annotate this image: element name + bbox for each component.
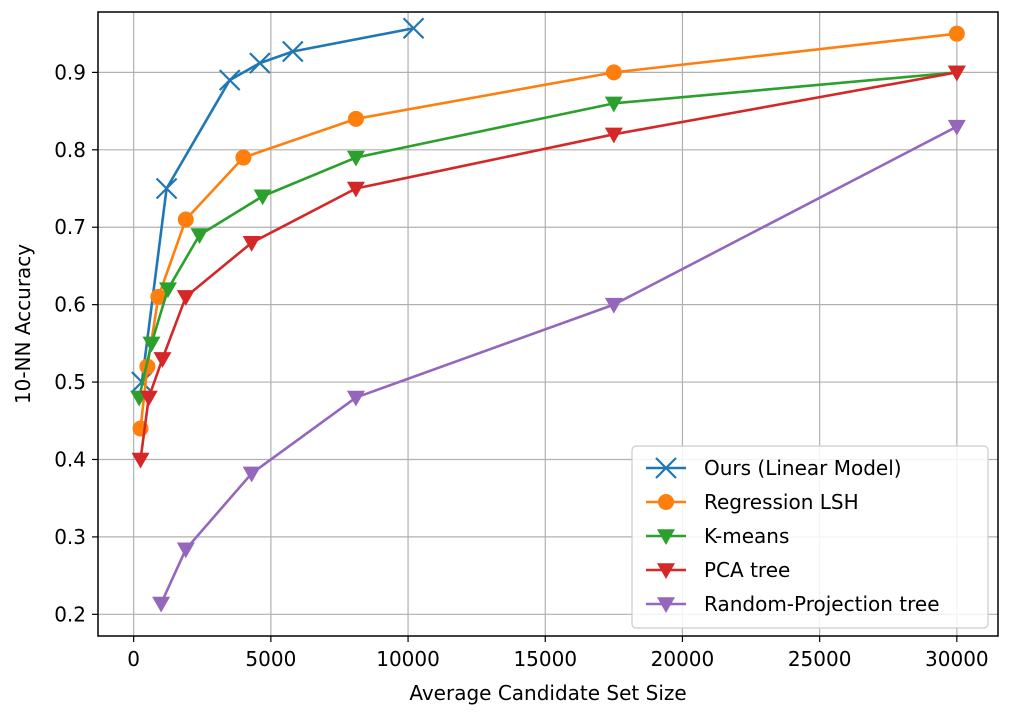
series-5: [152, 119, 966, 613]
y-tick-label: 0.4: [54, 447, 86, 471]
legend-item: K-means: [646, 524, 789, 548]
legend-item: Ours (Linear Model): [646, 456, 902, 480]
data-point: [282, 40, 304, 63]
data-point: [604, 96, 623, 113]
legend-marker: [657, 597, 675, 613]
data-point: [249, 52, 271, 74]
plot-frame: [97, 11, 999, 637]
series-2: [132, 25, 965, 437]
legend-box: [631, 445, 989, 629]
data-point: [242, 466, 261, 483]
x-tick-label: 25000: [788, 647, 852, 671]
data-point: [347, 110, 364, 127]
legend-marker: [655, 457, 677, 479]
data-point: [346, 181, 365, 198]
legend-label: Ours (Linear Model): [704, 456, 902, 480]
y-tick-label: 0.8: [54, 138, 86, 162]
y-tick-label: 0.3: [54, 525, 86, 549]
ticks: 0 5000 10000 15000 20000 25000 30000 0.2 0.3 0.4 0…: [54, 60, 988, 671]
data-point: [947, 65, 966, 82]
legend-item: Regression LSH: [646, 490, 859, 514]
series-layer: [130, 17, 966, 613]
legend-item: PCA tree: [646, 558, 790, 582]
legend-label: Random-Projection tree: [704, 592, 940, 616]
legend: Ours (Linear Model) Regression LSH K-means…: [631, 445, 989, 629]
legend-label: K-means: [704, 524, 789, 548]
y-axis-label: 10-NN Accuracy: [11, 244, 35, 404]
x-axis-label: Average Candidate Set Size: [409, 681, 686, 705]
data-point: [150, 288, 167, 305]
x-tick-label: 5000: [245, 647, 296, 671]
data-point: [604, 127, 623, 144]
data-point: [604, 297, 623, 314]
data-point: [190, 228, 209, 244]
data-point: [158, 282, 177, 299]
data-point: [948, 25, 965, 42]
data-point: [131, 452, 150, 469]
legend-item: Random-Projection tree: [646, 592, 940, 616]
series-line: [140, 26, 414, 383]
data-point: [402, 17, 425, 40]
data-point: [176, 542, 195, 559]
data-point: [139, 390, 158, 407]
series-line: [139, 32, 957, 429]
legend-label: PCA tree: [704, 558, 790, 582]
y-tick-label: 0.9: [54, 60, 86, 84]
legend-label: Regression LSH: [704, 490, 859, 514]
y-tick-label: 0.5: [54, 370, 86, 394]
series-1: [131, 17, 425, 393]
data-point: [346, 150, 365, 167]
data-point: [947, 119, 966, 136]
data-point: [346, 390, 365, 407]
grid: [98, 12, 998, 636]
data-point: [155, 177, 178, 200]
series-4: [131, 65, 966, 469]
data-point: [177, 211, 194, 228]
data-point: [235, 149, 252, 166]
legend-marker: [657, 563, 675, 579]
data-point: [176, 290, 195, 306]
data-point: [142, 336, 161, 353]
data-point: [242, 235, 261, 252]
legend-marker: [657, 529, 675, 545]
x-tick-label: 0: [127, 647, 140, 671]
data-point: [605, 64, 622, 81]
data-point: [153, 352, 172, 368]
data-point: [218, 69, 241, 91]
legend-marker: [658, 494, 674, 510]
series-line: [139, 71, 958, 460]
series-line: [137, 71, 957, 398]
y-tick-label: 0.2: [54, 602, 86, 626]
x-tick-label: 20000: [651, 647, 715, 671]
data-point: [253, 189, 272, 206]
y-tick-label: 0.6: [54, 293, 86, 317]
data-point: [152, 596, 171, 613]
x-tick-label: 15000: [513, 647, 577, 671]
series-line: [159, 125, 958, 605]
y-tick-label: 0.7: [54, 215, 86, 239]
x-tick-label: 10000: [376, 647, 440, 671]
x-tick-label: 30000: [925, 647, 989, 671]
